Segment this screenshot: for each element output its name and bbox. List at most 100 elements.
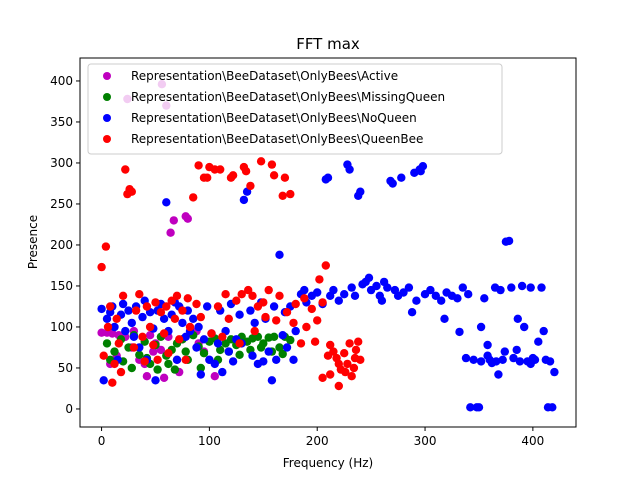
- data-point: [97, 304, 106, 314]
- data-point: [235, 339, 244, 348]
- x-tick-label: 100: [198, 434, 221, 448]
- data-point: [278, 331, 287, 340]
- data-point: [199, 349, 209, 358]
- data-point: [492, 357, 501, 366]
- data-point: [504, 236, 514, 246]
- data-point: [437, 296, 446, 305]
- data-point: [129, 343, 139, 352]
- data-point: [228, 357, 238, 366]
- data-point: [412, 296, 421, 305]
- data-point: [474, 403, 484, 412]
- x-tick-label: 400: [521, 434, 544, 448]
- data-point: [135, 350, 144, 359]
- data-point: [458, 283, 467, 292]
- data-point: [418, 162, 428, 171]
- data-point: [264, 285, 273, 295]
- data-point: [453, 294, 462, 303]
- legend-label-noqueen: Representation\BeeDataset\OnlyBees\NoQue…: [131, 111, 417, 125]
- data-point: [246, 181, 255, 191]
- data-point: [170, 365, 180, 374]
- data-point: [289, 355, 298, 364]
- data-point: [248, 291, 257, 300]
- data-point: [345, 165, 354, 174]
- data-point: [172, 291, 182, 300]
- data-point: [216, 345, 225, 355]
- data-point: [210, 359, 219, 369]
- data-point: [216, 165, 225, 174]
- data-point: [224, 347, 233, 356]
- data-point: [289, 318, 298, 328]
- data-point: [476, 322, 486, 332]
- data-point: [329, 285, 338, 295]
- data-point: [151, 376, 160, 385]
- x-axis: 0 100 200 300 400: [98, 427, 544, 448]
- data-point: [172, 355, 182, 364]
- data-point: [480, 294, 489, 303]
- data-point: [286, 189, 295, 199]
- data-point: [466, 403, 475, 412]
- data-point: [500, 347, 509, 356]
- data-point: [108, 378, 117, 387]
- data-point: [159, 329, 169, 338]
- data-point: [349, 363, 359, 373]
- data-point: [377, 296, 387, 305]
- data-point: [351, 345, 361, 355]
- data-point: [142, 302, 152, 311]
- data-point: [102, 339, 112, 348]
- data-point: [326, 340, 335, 350]
- data-point: [323, 173, 333, 182]
- data-point: [302, 322, 311, 332]
- data-point: [194, 161, 203, 170]
- data-point: [356, 355, 365, 364]
- data-point: [101, 242, 111, 251]
- plot-area: [97, 80, 559, 412]
- data-point: [310, 337, 320, 346]
- data-point: [164, 359, 173, 369]
- data-point: [496, 285, 505, 295]
- data-point: [464, 290, 473, 299]
- data-point: [426, 285, 435, 295]
- data-point: [164, 349, 173, 358]
- data-point: [99, 351, 108, 360]
- data-point: [181, 347, 190, 356]
- data-point: [318, 373, 327, 382]
- data-point: [509, 353, 518, 363]
- data-point: [256, 343, 266, 352]
- data-point: [275, 250, 284, 259]
- data-point: [264, 347, 273, 356]
- data-point: [329, 347, 338, 356]
- data-point: [340, 290, 349, 299]
- data-point: [196, 370, 205, 379]
- data-point: [102, 314, 112, 323]
- data-point: [334, 381, 343, 391]
- data-point: [498, 355, 507, 364]
- data-point: [350, 291, 360, 300]
- data-point: [550, 367, 559, 377]
- data-point: [272, 316, 281, 325]
- data-point: [347, 283, 356, 292]
- data-point: [267, 376, 277, 385]
- data-point: [239, 195, 249, 205]
- data-point: [334, 296, 343, 305]
- legend-label-missingqueen: Representation\BeeDataset\OnlyBees\Missi…: [131, 90, 445, 104]
- y-tick-label: 200: [50, 238, 73, 252]
- data-point: [218, 332, 227, 341]
- data-point: [340, 349, 349, 358]
- data-point: [224, 314, 233, 323]
- data-point: [315, 275, 324, 284]
- data-point: [250, 326, 259, 336]
- data-point: [388, 179, 397, 188]
- data-point: [275, 343, 284, 352]
- data-point: [383, 283, 392, 292]
- data-point: [181, 332, 190, 341]
- data-point: [278, 191, 287, 200]
- data-point: [275, 291, 284, 300]
- data-point: [213, 339, 223, 348]
- data-point: [307, 304, 316, 314]
- data-point: [494, 370, 503, 379]
- data-point: [170, 314, 180, 323]
- legend-marker-queenbee: [103, 135, 111, 143]
- data-point: [313, 288, 322, 297]
- data-point: [300, 294, 309, 303]
- data-point: [162, 198, 171, 207]
